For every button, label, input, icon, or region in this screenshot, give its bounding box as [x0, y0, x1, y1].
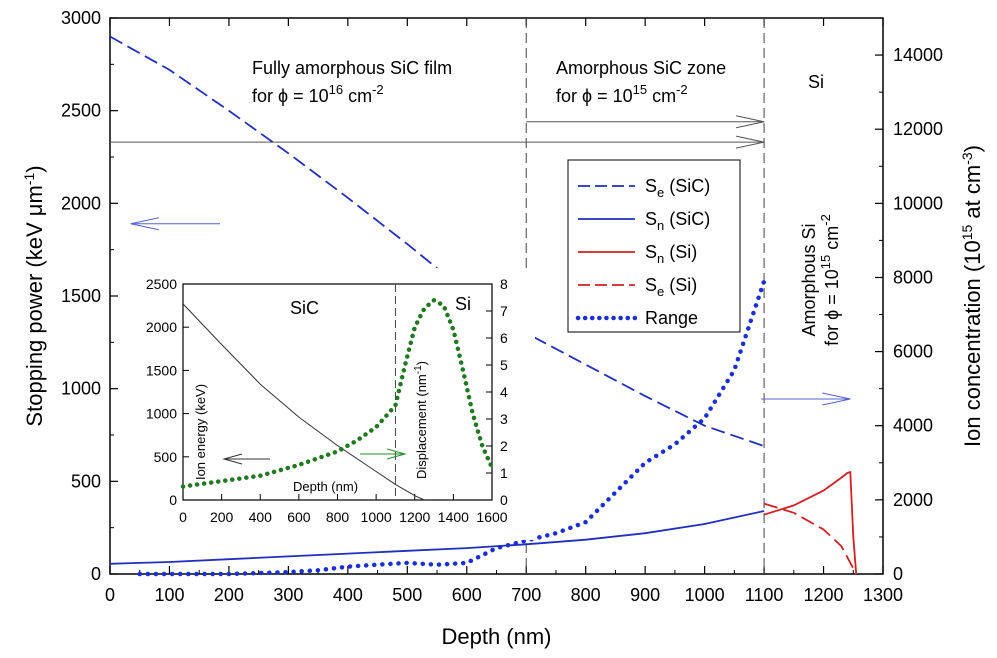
inset-y2-tick-label: 2 — [500, 438, 508, 454]
inset-series-line-1 — [180, 297, 495, 489]
y2-axis-label: Ion concentration (1015 at cm-3) — [959, 145, 985, 447]
right-axis-arrow-head — [822, 392, 851, 406]
y2-tick-label: 14000 — [893, 45, 943, 65]
y2-tick-label: 4000 — [893, 416, 933, 436]
film-thickness-arrow-head — [735, 135, 765, 149]
legend-label: Range — [645, 308, 698, 328]
inset-y-tick-label: 1500 — [146, 362, 177, 378]
y-axis-label: Stopping power (keV μm-1) — [21, 165, 47, 426]
inset-x-tick-label: 800 — [326, 509, 350, 525]
inset-x-tick-label: 1600 — [476, 509, 507, 525]
y2-tick-label: 10000 — [893, 193, 943, 213]
y2-tick-label: 8000 — [893, 267, 933, 287]
inset-y2-tick-label: 3 — [500, 411, 508, 427]
y2-tick-label: 0 — [893, 564, 903, 584]
left-axis-arrow-head — [130, 217, 159, 231]
inset-y2-tick-label: 6 — [500, 330, 508, 346]
y-tick-label: 2500 — [61, 101, 101, 121]
x-tick-label: 1100 — [745, 585, 784, 605]
inset-x-tick-label: 1000 — [361, 509, 392, 525]
inset-y2-tick-label: 7 — [500, 303, 508, 319]
inset-energy-arrow-head — [222, 453, 243, 465]
inset-y2-tick-label: 8 — [500, 276, 508, 292]
y-tick-label: 1500 — [61, 286, 101, 306]
x-tick-label: 0 — [105, 585, 115, 605]
inset-x-tick-label: 200 — [210, 509, 234, 525]
inset-series-line-0 — [182, 303, 425, 501]
inset-y-tick-label: 2500 — [146, 276, 177, 292]
inset-x-axis-label: Depth (nm) — [293, 479, 358, 494]
inset-x-tick-label: 400 — [249, 509, 273, 525]
y2-tick-label: 2000 — [893, 490, 933, 510]
inset-y2-tick-label: 1 — [500, 465, 508, 481]
x-tick-label: 700 — [511, 585, 541, 605]
inset-y2-tick-label: 4 — [500, 384, 508, 400]
annotation-film-title: Fully amorphous SiC film — [252, 58, 452, 78]
y-tick-label: 0 — [91, 564, 101, 584]
y-tick-label: 1000 — [61, 379, 101, 399]
legend: Se (SiC)Sn (SiC)Sn (Si)Se (Si)Range — [567, 159, 741, 333]
inset-y-tick-label: 500 — [154, 449, 178, 465]
x-tick-label: 100 — [154, 585, 184, 605]
annotation-amorphous-si: Amorphous Si — [799, 223, 819, 336]
y-tick-label: 3000 — [61, 8, 101, 28]
inset-x-tick-label: 1400 — [438, 509, 469, 525]
inset-x-tick-label: 0 — [179, 509, 187, 525]
x-tick-label: 1300 — [863, 585, 903, 605]
x-axis-label: Depth (nm) — [441, 624, 551, 649]
annotation-zone-title: Amorphous SiC zone — [556, 58, 726, 78]
annotation-amorphous-si-fluence: for ϕ = 1015 cm-2 — [818, 214, 842, 346]
inset-y2-tick-label: 0 — [500, 492, 508, 508]
series-line-3 — [763, 502, 857, 575]
x-tick-label: 500 — [392, 585, 422, 605]
y2-tick-label: 12000 — [893, 119, 943, 139]
x-tick-label: 400 — [333, 585, 363, 605]
y2-tick-label: 6000 — [893, 342, 933, 362]
y-tick-label: 500 — [71, 471, 101, 491]
inset-y-tick-label: 0 — [169, 492, 177, 508]
inset-y-axis-label: Ion energy (keV) — [193, 384, 208, 480]
inset-y-tick-label: 1000 — [146, 406, 177, 422]
inset-displacement-arrow-head — [386, 448, 407, 460]
series-line-1 — [109, 510, 765, 565]
x-tick-label: 1000 — [685, 585, 725, 605]
legend-box — [567, 159, 741, 333]
inset-zone-label-sic: SiC — [290, 298, 319, 318]
x-tick-label: 800 — [571, 585, 601, 605]
inset-zone-label-si: Si — [455, 294, 471, 314]
x-tick-label: 300 — [273, 585, 303, 605]
annotation-si: Si — [808, 72, 824, 92]
series-line-2 — [763, 470, 858, 575]
x-tick-label: 1200 — [804, 585, 844, 605]
zone-thickness-arrow-head — [735, 115, 765, 129]
inset-chart: 0 200 400 600 800 1000 1200 1400 160005001000150… — [140, 268, 535, 540]
inset-y2-tick-label: 5 — [500, 357, 508, 373]
x-tick-label: 200 — [214, 585, 244, 605]
x-tick-label: 900 — [630, 585, 660, 605]
inset-y-tick-label: 2000 — [146, 319, 177, 335]
series-line-4 — [137, 278, 767, 577]
annotation-zone-fluence: for ϕ = 1015 cm-2 — [556, 82, 688, 106]
inset-x-tick-label: 1200 — [399, 509, 430, 525]
inset-y2-axis-label: Displacement (nm-1) — [413, 361, 429, 479]
y-tick-label: 2000 — [61, 193, 101, 213]
annotation-film-fluence: for ϕ = 1016 cm-2 — [252, 82, 384, 106]
x-tick-label: 600 — [452, 585, 482, 605]
inset-x-tick-label: 600 — [287, 509, 311, 525]
